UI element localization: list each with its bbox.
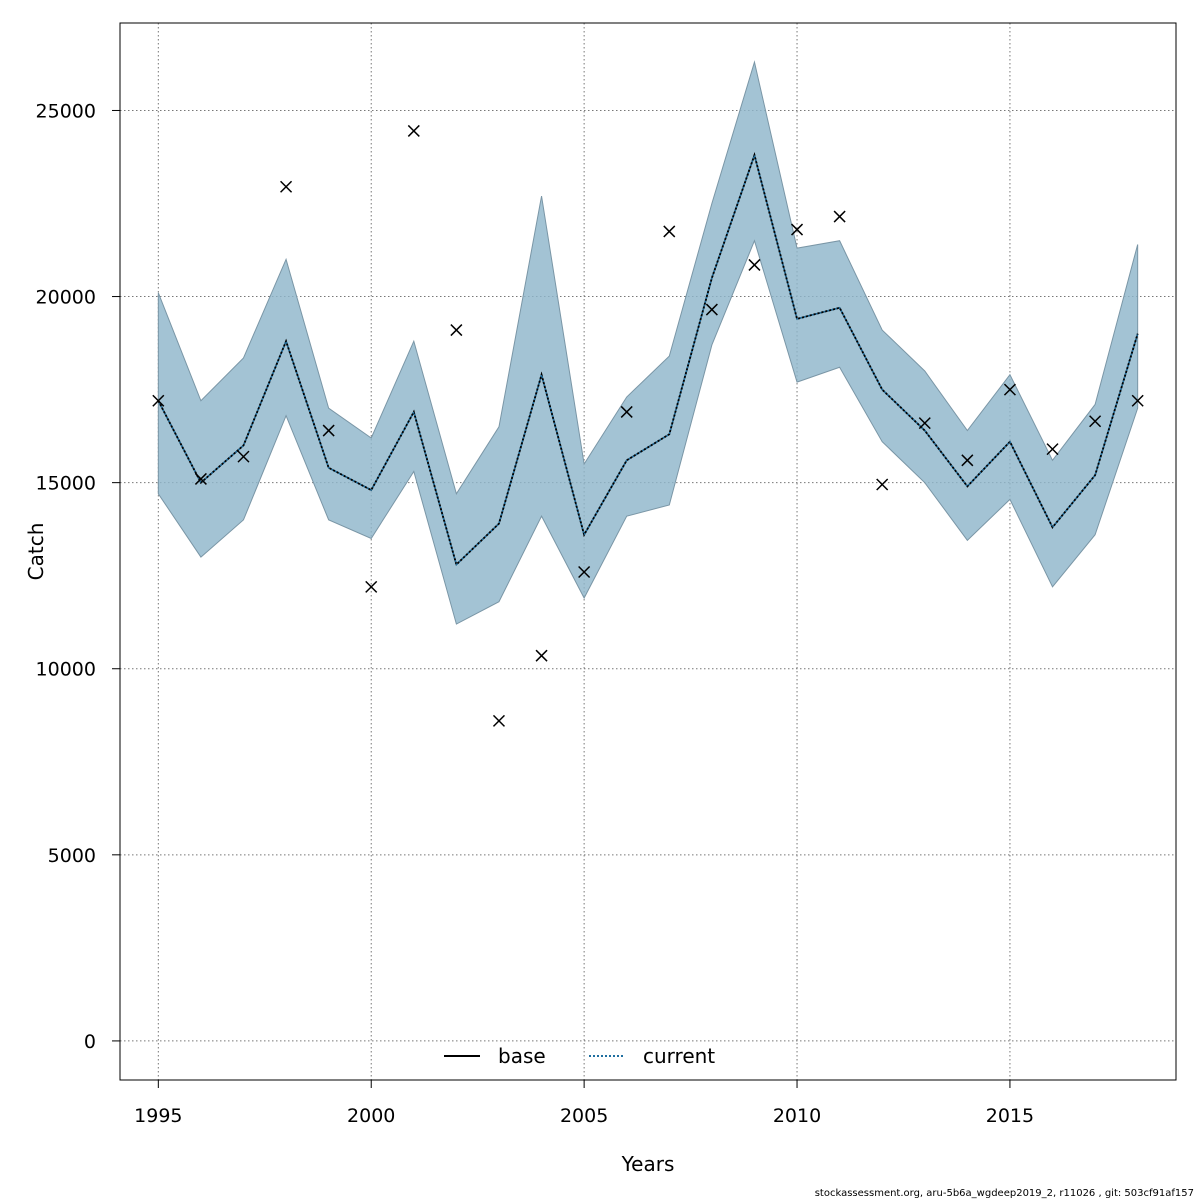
observed-point (918, 417, 931, 430)
observed-point-stroke (748, 258, 761, 271)
observed-point-stroke (237, 450, 250, 463)
observed-point-stroke (705, 303, 718, 316)
observed-point (407, 124, 420, 137)
observed-point-stroke (876, 478, 889, 491)
x-tick-label: 2015 (986, 1105, 1034, 1127)
x-axis-title: Years (621, 1152, 675, 1176)
y-tick-label: 5000 (48, 845, 96, 867)
footer-note: stockassessment.org, aru-5b6a_wgdeep2019… (814, 1188, 1194, 1199)
observed-point (961, 454, 974, 467)
series-line-current-accent (157, 152, 1139, 566)
legend-label-base: base (498, 1044, 546, 1068)
x-tick-label: 2005 (560, 1105, 608, 1127)
legend-label-current: current (643, 1044, 715, 1068)
observed-point-stroke (791, 223, 804, 236)
observed-point (833, 210, 846, 223)
observed-point (450, 324, 463, 337)
x-tick-label: 2000 (347, 1105, 395, 1127)
observed-point-stroke (1131, 394, 1144, 407)
plot-frame (119, 22, 1177, 1081)
observed-point-stroke (450, 324, 463, 337)
observed-point (1131, 394, 1144, 407)
y-tick-label: 10000 (36, 659, 96, 681)
observed-point-stroke (1046, 443, 1059, 456)
observed-point-stroke (535, 649, 548, 662)
observed-point (280, 180, 293, 193)
observed-point (748, 258, 761, 271)
observed-point (705, 303, 718, 316)
observed-point (194, 472, 207, 485)
y-axis-title: Catch (24, 523, 48, 581)
observed-point (535, 649, 548, 662)
series-line-current (157, 152, 1139, 567)
observed-point (578, 565, 591, 579)
observed-point (152, 394, 165, 407)
observed-point-stroke (407, 124, 420, 137)
observed-point (876, 478, 889, 491)
observed-point (1046, 443, 1059, 456)
observed-point-stroke (620, 405, 633, 418)
x-tick-label: 1995 (134, 1105, 182, 1127)
axis-ticks: 1995 2000 2005 2010 2015 0 5000 10000 15000 20000… (36, 100, 1035, 1127)
observed-point-stroke (918, 417, 931, 430)
observed-point-stroke (194, 472, 207, 485)
y-tick-label: 15000 (36, 473, 96, 495)
observed-point (237, 450, 250, 463)
observed-point (663, 225, 676, 238)
observed-point (365, 580, 378, 593)
observed-point-stroke (1089, 415, 1102, 428)
observed-point-stroke (578, 565, 591, 579)
confidence-band (157, 60, 1139, 625)
observed-point-stroke (1003, 383, 1016, 396)
series-lines (157, 152, 1139, 567)
observed-point-stroke (663, 225, 676, 238)
y-tick-label: 0 (84, 1031, 96, 1053)
observed-points (152, 124, 1144, 727)
observed-point (620, 405, 633, 418)
observed-point (492, 714, 505, 727)
x-tick-label: 2010 (773, 1105, 821, 1127)
observed-point (1003, 383, 1016, 396)
observed-point-stroke (492, 714, 505, 727)
observed-point-stroke (280, 180, 293, 193)
observed-point-stroke (152, 394, 165, 407)
observed-point (322, 424, 335, 437)
observed-point (791, 223, 804, 236)
observed-point-stroke (365, 580, 378, 593)
confidence-band-layer (157, 60, 1139, 625)
y-tick-label: 20000 (36, 287, 96, 309)
observed-point-stroke (961, 454, 974, 467)
grid (120, 23, 1176, 1080)
observed-point-stroke (833, 210, 846, 223)
observed-point (1089, 415, 1102, 428)
y-tick-label: 25000 (36, 100, 96, 122)
observed-point-stroke (322, 424, 335, 437)
legend: base current (444, 1044, 715, 1068)
